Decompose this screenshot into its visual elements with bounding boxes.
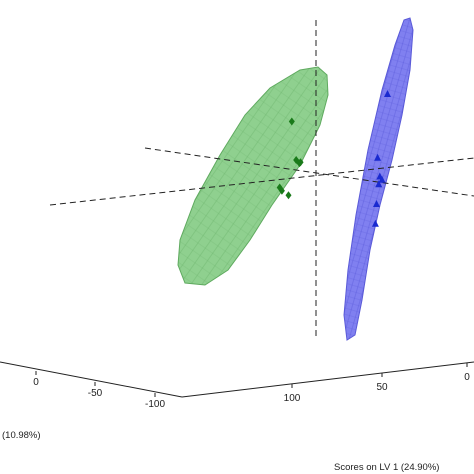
lv1-tick-label: 50 (376, 382, 388, 393)
lv1-tick-label: 0 (464, 372, 470, 383)
series-2-point (373, 200, 380, 207)
series-1-point (288, 117, 295, 126)
lv2-axis-title: (10.98%) (2, 430, 41, 441)
lv2-tick-label: -50 (88, 388, 103, 399)
series-2-point (371, 219, 379, 227)
series-1-point (278, 186, 285, 195)
series-2-point (384, 90, 391, 97)
series-1-point (297, 158, 304, 167)
lv2-tick-label: -100 (145, 399, 165, 410)
class-1-ellipsoid-mesh (178, 67, 328, 285)
series-2-point (378, 175, 386, 183)
origin-axis-lv2 (144, 147, 474, 197)
lv2-axis (0, 361, 183, 398)
origin-axis-lv1 (49, 157, 474, 206)
lv1-tick-label: 100 (284, 393, 301, 404)
class-1-ellipsoid (177, 66, 329, 286)
series-2-point (374, 153, 382, 161)
series-2-point (375, 180, 383, 188)
lv1-axis (181, 361, 474, 398)
lv1-axis-title: Scores on LV 1 (24.90%) (334, 462, 439, 473)
score-points (276, 90, 391, 227)
lv2-tick-label: 0 (33, 377, 39, 388)
series-1-point (285, 191, 292, 200)
